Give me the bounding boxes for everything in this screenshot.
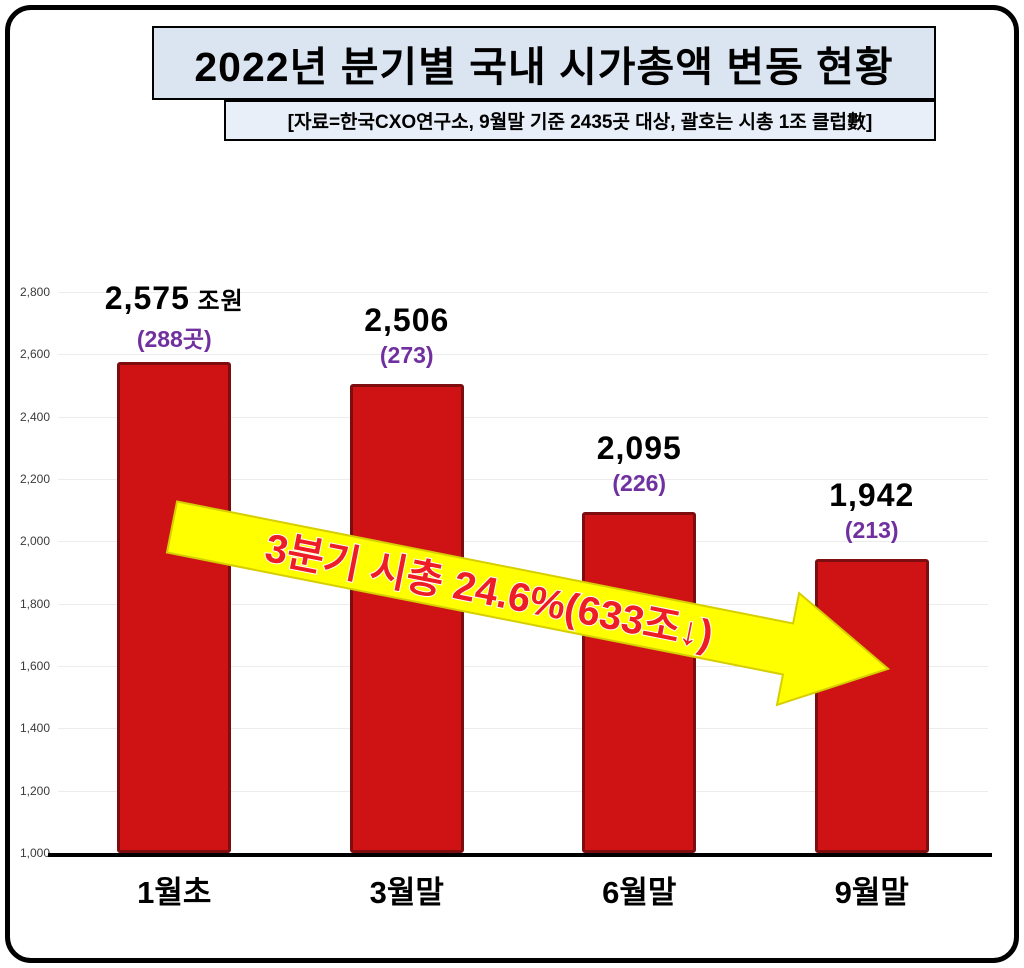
- bar-value: 2,575 조원: [104, 280, 244, 317]
- gridline: [58, 479, 988, 480]
- gridline: [58, 790, 988, 792]
- gridline: [58, 354, 988, 356]
- y-axis-tick-label: 1,200: [19, 783, 50, 798]
- y-axis-tick-label: 2,600: [19, 347, 50, 362]
- x-axis-category-label: 1월초: [137, 875, 212, 910]
- bar-6월말: [582, 511, 697, 853]
- gridline: [58, 416, 988, 418]
- bar-3월말: [349, 383, 464, 853]
- x-axis-category-label: 3월말: [369, 875, 444, 910]
- y-axis-tick-label: 2,200: [19, 472, 50, 486]
- bar-value-label: 2,575 조원 (288곳): [44, 280, 304, 354]
- club-count: (226): [612, 469, 667, 496]
- y-axis-tick-label: 1,800: [19, 596, 50, 611]
- y-axis-tick-label: 1,600: [19, 659, 50, 673]
- bar-value-label: 1,942 (213): [742, 477, 1002, 544]
- y-axis-tick-label: 1,000: [19, 846, 50, 860]
- y-axis-tick-label: 2,400: [19, 409, 50, 424]
- bar-9월말: [814, 559, 929, 853]
- x-axis-category-label: 6월말: [602, 875, 677, 910]
- y-axis-tick-label: 1,400: [19, 721, 50, 736]
- chart-title: 2022년 분기별 국내 시가총액 변동 현황: [152, 26, 936, 100]
- y-axis-tick-label: 2,000: [19, 534, 50, 549]
- bar-value-label: 2,095 (226): [509, 430, 769, 497]
- gridline: [58, 728, 988, 730]
- bar-1월초: [117, 362, 232, 853]
- bar-value: 1,942: [829, 477, 915, 514]
- club-count: (213): [844, 517, 899, 544]
- club-count: (273): [379, 341, 434, 368]
- chart-subtitle: [자료=한국CXO연구소, 9월말 기준 2435곳 대상, 괄호는 시총 1조…: [224, 100, 936, 141]
- club-count: (288곳): [136, 326, 212, 353]
- bar-value: 2,506: [364, 301, 450, 338]
- bar-value-label: 2,506 (273): [277, 302, 537, 369]
- y-axis-tick-label: 2,800: [19, 285, 50, 299]
- bar-value: 2,095: [596, 429, 682, 466]
- x-axis-category-label: 9월말: [834, 875, 909, 910]
- unit-label: 조원: [189, 288, 244, 316]
- x-axis-line: [48, 853, 992, 857]
- gridline: [58, 292, 988, 293]
